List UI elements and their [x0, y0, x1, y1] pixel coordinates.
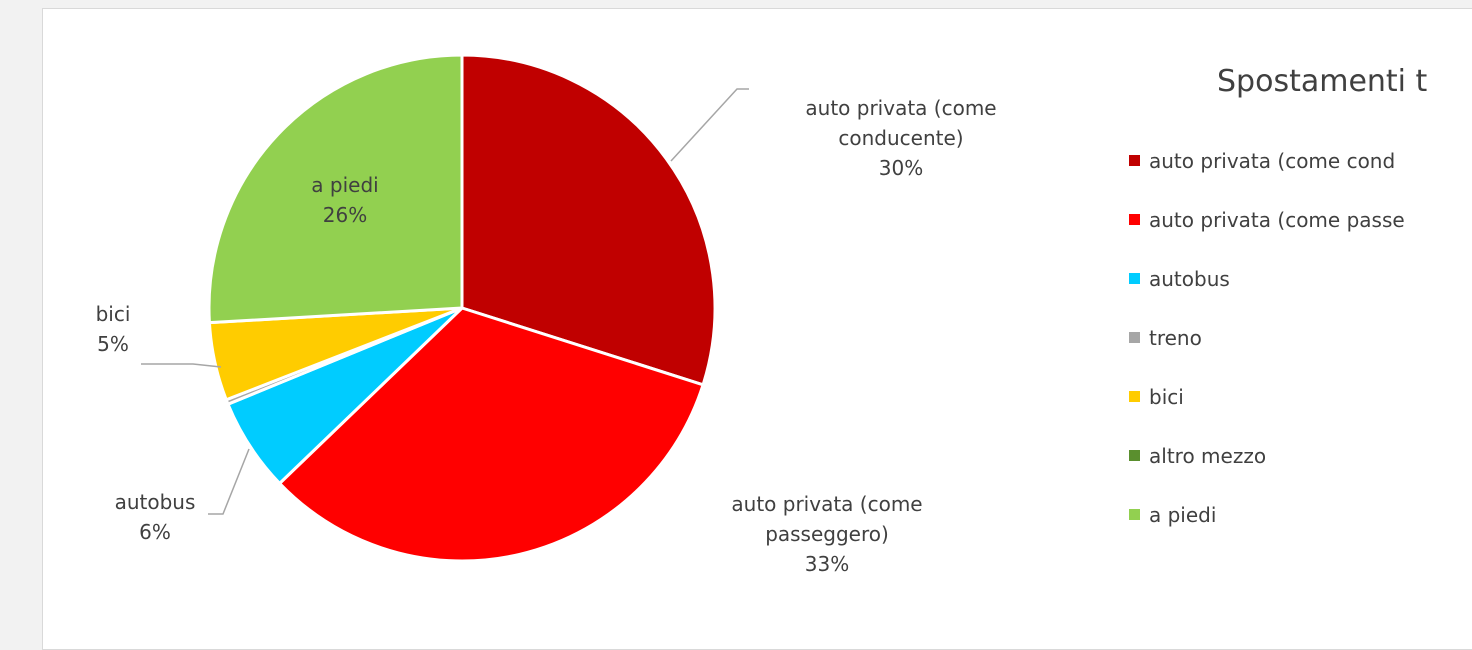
legend-label-auto-privata-come-passeggero: auto privata (come passe: [1149, 208, 1405, 232]
legend-item-auto-privata-come-passeggero: auto privata (come passe: [1129, 208, 1405, 232]
pie-slice-auto-privata-come-conducente: [460, 53, 717, 387]
leader-line-autobus: [208, 448, 250, 515]
legend-label-bici: bici: [1149, 385, 1184, 409]
data-label-auto-privata-come-conducente: auto privata (come conducente) 30%: [805, 96, 996, 180]
legend-label-autobus: autobus: [1149, 267, 1230, 291]
leader-line-auto-privata-come-conducente: [670, 88, 749, 162]
chart-area: auto privata (come conducente) 30% auto pri…: [42, 8, 1472, 650]
pie-slices: [207, 53, 717, 563]
data-label-auto-privata-come-passeggero: auto privata (come passeggero) 33%: [731, 492, 922, 576]
legend-label-a-piedi: a piedi: [1149, 503, 1216, 527]
leader-line-bici: [141, 363, 222, 368]
pie-slice-auto-privata-come-passeggero: [277, 306, 705, 563]
data-label-a-piedi: a piedi 26%: [311, 173, 378, 227]
leader-lines: [141, 88, 749, 515]
legend-swatch-bici: [1129, 391, 1140, 402]
legend-swatch-autobus: [1129, 273, 1140, 284]
legend-swatch-auto-privata-come-conducente: [1129, 155, 1140, 166]
legend-label-treno: treno: [1149, 326, 1202, 350]
legend-swatch-auto-privata-come-passeggero: [1129, 214, 1140, 225]
legend-item-altro-mezzo: altro mezzo: [1129, 444, 1266, 468]
chart-title: Spostamenti t: [1217, 64, 1428, 99]
legend-swatch-treno: [1129, 332, 1140, 343]
legend-item-bici: bici: [1129, 385, 1184, 409]
data-labels: auto privata (come conducente) 30% auto pri…: [96, 96, 997, 576]
legend-label-auto-privata-come-conducente: auto privata (come cond: [1149, 149, 1395, 173]
legend-item-a-piedi: a piedi: [1129, 503, 1216, 527]
legend-item-treno: treno: [1129, 326, 1202, 350]
legend-item-auto-privata-come-conducente: auto privata (come cond: [1129, 149, 1395, 173]
legend-swatch-altro-mezzo: [1129, 450, 1140, 461]
legend: auto privata (come cond auto privata (com…: [1129, 149, 1405, 527]
legend-item-autobus: autobus: [1129, 267, 1230, 291]
legend-label-altro-mezzo: altro mezzo: [1149, 444, 1266, 468]
pie-chart: auto privata (come conducente) 30% auto pri…: [96, 53, 1428, 576]
pie-slice-a-piedi: [207, 53, 464, 325]
data-label-autobus: autobus 6%: [115, 490, 196, 544]
data-label-bici: bici 5%: [96, 302, 131, 356]
legend-swatch-a-piedi: [1129, 509, 1140, 520]
